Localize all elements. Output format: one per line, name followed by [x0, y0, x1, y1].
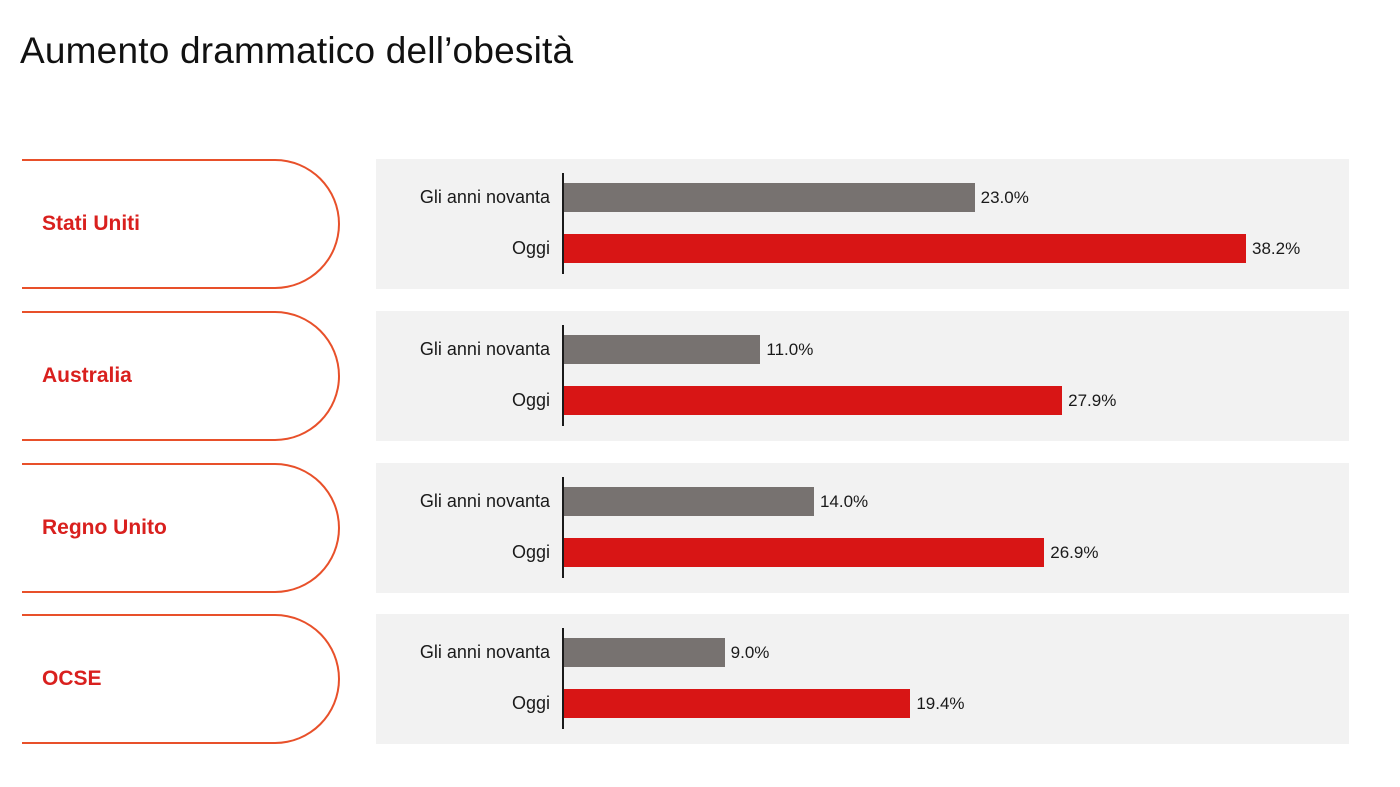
country-chart-panel: Gli anni novanta 9.0% Oggi 19.4%: [376, 614, 1349, 744]
bar-oggi: [564, 386, 1063, 415]
country-tab: Regno Unito: [22, 463, 340, 593]
category-label: Oggi: [511, 390, 550, 410]
country-chart-panel: Gli anni novanta 23.0% Oggi 38.2%: [376, 159, 1349, 289]
bar-oggi: [564, 538, 1045, 567]
bar-anni-novanta: [564, 487, 814, 516]
category-label: Oggi: [511, 693, 550, 713]
bar-anni-novanta: [564, 183, 975, 212]
bar-anni-novanta: [564, 638, 725, 667]
country-label: Regno Unito: [42, 516, 167, 539]
page-title: Aumento drammatico dell’obesità: [20, 30, 574, 71]
bar-anni-novanta: [564, 335, 761, 364]
category-label: Gli anni novanta: [419, 642, 550, 662]
country-label: OCSE: [42, 667, 102, 690]
country-chart-panel: Gli anni novanta 11.0% Oggi 27.9%: [376, 311, 1349, 441]
country-label: Stati Uniti: [42, 212, 140, 235]
y-axis-line: [562, 325, 564, 426]
country-label: Australia: [42, 364, 132, 387]
data-label: 14.0%: [819, 492, 869, 511]
category-label: Gli anni novanta: [419, 339, 550, 359]
country-tab: Australia: [22, 311, 340, 441]
country-chart-panel: Gli anni novanta 14.0% Oggi 26.9%: [376, 463, 1349, 593]
data-label: 26.9%: [1050, 543, 1099, 562]
data-label: 19.4%: [916, 694, 965, 713]
data-label: 38.2%: [1252, 239, 1301, 258]
data-label: 27.9%: [1068, 391, 1117, 410]
data-label: 11.0%: [766, 340, 814, 359]
data-label: 9.0%: [730, 643, 770, 662]
category-label: Gli anni novanta: [419, 187, 550, 207]
bar-oggi: [564, 689, 911, 718]
category-label: Gli anni novanta: [419, 491, 550, 511]
category-label: Oggi: [511, 238, 550, 258]
data-label: 23.0%: [980, 188, 1029, 207]
y-axis-line: [562, 477, 564, 578]
country-tab: Stati Uniti: [22, 159, 340, 289]
y-axis-line: [562, 628, 564, 729]
bar-oggi: [564, 234, 1246, 263]
category-label: Oggi: [511, 542, 550, 562]
country-tab: OCSE: [22, 614, 340, 744]
y-axis-line: [562, 173, 564, 274]
